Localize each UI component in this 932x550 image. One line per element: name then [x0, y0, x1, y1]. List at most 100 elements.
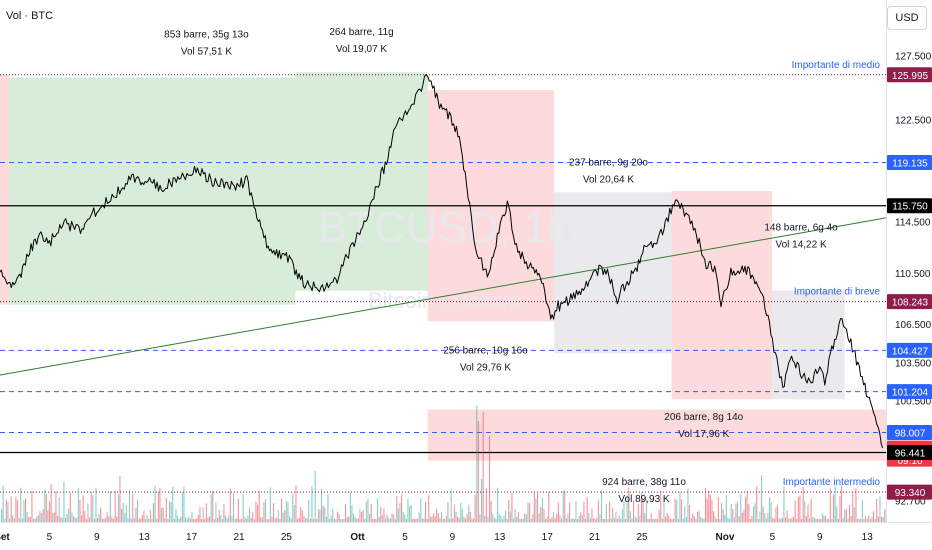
volume-bar	[201, 519, 203, 522]
volume-bar	[857, 518, 859, 522]
volume-bar	[143, 510, 145, 522]
range-box-gray[interactable]	[771, 290, 845, 400]
volume-bar	[333, 518, 335, 522]
volume-bar	[281, 498, 283, 522]
range-box-red[interactable]	[671, 191, 772, 400]
volume-bar	[364, 519, 366, 522]
price-tag-label: 101.204	[892, 388, 929, 399]
annotation-volume: Vol 14,22 K	[775, 240, 826, 251]
volume-bar	[215, 502, 217, 522]
volume-bar	[236, 518, 238, 522]
volume-bar	[709, 495, 711, 522]
range-box-green[interactable]	[295, 72, 428, 291]
volume-bar	[628, 488, 630, 522]
volume-bar	[745, 497, 747, 522]
volume-bar	[388, 518, 390, 522]
currency-button[interactable]: USD	[887, 6, 927, 30]
volume-bar	[479, 514, 481, 522]
time-axis-background	[0, 523, 932, 550]
volume-bar	[689, 504, 691, 522]
volume-bar	[500, 515, 502, 522]
volume-bar	[173, 518, 175, 522]
volume-bar	[12, 515, 14, 522]
volume-bar	[572, 518, 574, 522]
price-tag	[887, 67, 932, 83]
price-tick-label: 106.500	[895, 320, 932, 331]
price-tick-label: 100.500	[895, 397, 932, 408]
volume-bar	[396, 495, 398, 522]
volume-bar	[149, 510, 151, 522]
volume-bar	[527, 502, 529, 522]
volume-bar	[634, 516, 636, 522]
trendline-segment[interactable]	[0, 217, 887, 376]
volume-bar	[858, 519, 860, 522]
volume-bar	[377, 498, 379, 522]
volume-bar	[273, 502, 275, 522]
volume-bar	[669, 518, 671, 522]
volume-bar	[269, 487, 271, 522]
volume-bar	[330, 515, 332, 522]
volume-bar	[237, 498, 239, 522]
volume-bar	[413, 519, 415, 522]
volume-bar	[17, 500, 19, 522]
volume-bar	[244, 517, 246, 522]
volume-bar	[663, 496, 665, 522]
volume-bar	[503, 516, 505, 522]
volume-bar	[425, 501, 427, 522]
volume-bar	[226, 517, 228, 522]
symbol-label[interactable]: Vol · BTC	[6, 10, 54, 22]
volume-bar	[250, 517, 252, 522]
volume-bar	[92, 495, 94, 522]
volume-bar	[791, 517, 793, 522]
volume-bar	[869, 519, 871, 522]
volume-bar	[685, 517, 687, 522]
volume-bar	[111, 516, 113, 522]
volume-bar	[506, 519, 508, 522]
range-box-green[interactable]	[8, 77, 296, 305]
volume-bar	[60, 516, 62, 522]
time-tick-label: Set	[0, 532, 10, 543]
volume-bar	[673, 518, 675, 522]
trendline[interactable]	[0, 217, 887, 376]
volume-bar	[829, 488, 831, 522]
volume-bar	[517, 512, 519, 522]
volume-bar	[722, 509, 724, 522]
time-tick-label: 9	[450, 532, 456, 543]
volume-bar	[444, 518, 446, 522]
time-axis[interactable]: Set 5 9 13 17 21 25 Ott 5 9 13 17 21 25 Nov 5 9 13	[0, 522, 932, 550]
volume-bar	[577, 519, 579, 522]
range-box-red[interactable]	[0, 74, 9, 305]
horizontal-levels	[0, 74, 886, 493]
volume-bar	[461, 509, 463, 522]
volume-bar	[39, 511, 41, 522]
volume-bar	[817, 518, 819, 522]
volume-bar	[362, 510, 364, 522]
volume-bar	[615, 511, 617, 522]
volume-bar	[313, 518, 315, 522]
volume-bar	[249, 507, 251, 522]
volume-bar	[831, 518, 833, 522]
volume-bar	[365, 501, 367, 522]
volume-bar	[399, 503, 401, 522]
volume-bar	[881, 516, 883, 522]
volume-bar	[389, 518, 391, 522]
price-tag-label: 125.995	[892, 71, 929, 82]
volume-bar	[186, 519, 188, 522]
price-axis[interactable]: 127.500 122.500 114.500 110.500 106.500 103.5…	[886, 0, 932, 550]
volume-bar	[868, 515, 870, 522]
volume-bar	[445, 515, 447, 522]
volume-bar	[522, 518, 524, 522]
volume-bar	[783, 486, 785, 522]
volume-bar	[588, 513, 590, 522]
volume-bar	[359, 509, 361, 522]
volume-bar	[7, 502, 9, 522]
volume-bar	[805, 516, 807, 522]
volume-bar	[460, 503, 462, 522]
volume-bar	[565, 518, 567, 522]
volume-bar	[813, 517, 815, 522]
volume-bar	[164, 518, 166, 522]
volume-bar	[652, 519, 654, 522]
volume-bar	[509, 511, 511, 522]
volume-bar	[457, 516, 459, 522]
